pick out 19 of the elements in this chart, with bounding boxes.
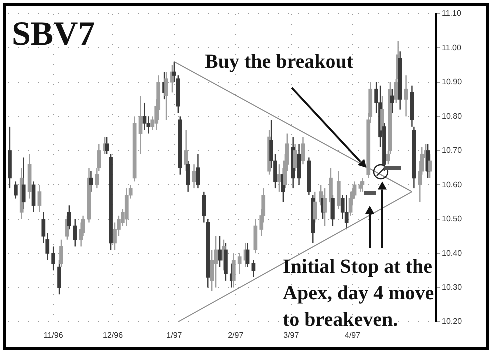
y-tick-label: 10.50 <box>442 214 463 224</box>
annotation: Initial Stop at the Apex, day 4 move to breakeven. <box>283 256 434 331</box>
y-tick-label: 10.80 <box>442 112 463 121</box>
x-tick-label: 1/97 <box>166 331 183 340</box>
x-tick-label: 4/97 <box>344 331 362 340</box>
x-tick-label: 12/96 <box>103 331 124 340</box>
y-tick-label: 10.20 <box>442 317 463 326</box>
x-tick-label: 11/96 <box>44 331 64 340</box>
x-tick-label: 3/97 <box>284 331 300 340</box>
annotation: Buy the breakout <box>205 51 354 73</box>
y-tick-label: 10.70 <box>442 146 463 156</box>
y-tick-label: 10.90 <box>442 78 463 87</box>
y-tick-label: 11.00 <box>442 43 462 52</box>
y-tick-label: 10.40 <box>442 248 463 258</box>
y-tick-label: 10.60 <box>442 180 463 190</box>
chart-title: SBV7 <box>12 16 96 53</box>
y-tick-label: 11.10 <box>442 9 462 18</box>
x-tick-label: 2/97 <box>228 331 244 340</box>
y-tick-label: 10.30 <box>442 282 463 292</box>
